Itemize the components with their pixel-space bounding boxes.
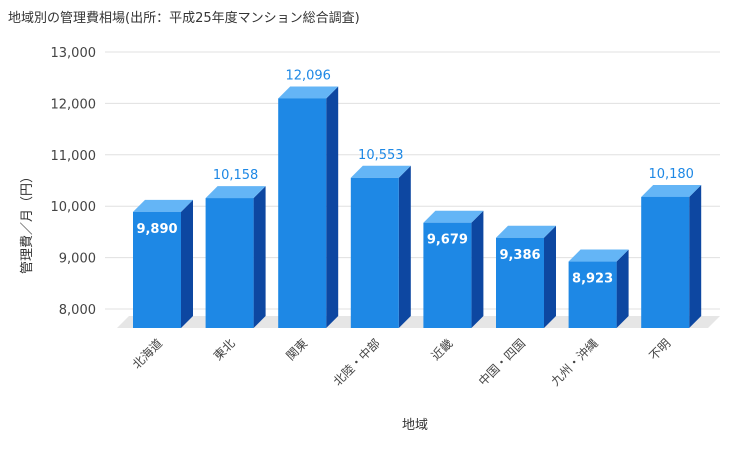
x-tick-label: 中国・四国 [475,336,528,389]
bar-side [398,165,411,328]
chart-title: 地域別の管理費相場(出所：平成25年度マンション総合調査) [8,11,360,26]
x-tick-label: 北海道 [129,336,165,372]
y-tick-label: 10,000 [51,200,97,215]
bar-side [471,210,484,328]
bar [205,198,254,328]
bar [423,222,472,328]
bar [350,177,399,328]
data-label: 9,679 [427,233,468,248]
data-label: 10,180 [648,167,694,182]
data-label: 9,890 [136,222,177,237]
x-axis-title: 地域 [402,418,428,433]
bar-top [278,86,339,99]
bar-top [496,225,556,238]
bar-top [350,165,411,178]
y-tick-label: 12,000 [51,97,97,112]
bar-top [133,199,193,212]
bar [133,211,181,328]
y-tick-label: 9,000 [59,252,96,267]
y-axis-title: 管理費／月（円） [20,170,35,274]
bar [568,261,617,328]
bar-top [205,186,266,199]
bar-top [423,210,484,223]
bar-side [689,184,702,328]
bar [496,237,544,328]
bar [278,98,327,328]
bar-side [253,186,266,328]
y-tick-label: 8,000 [59,303,96,318]
x-tick-label: 関東 [283,336,310,363]
bar-top [568,249,629,262]
bar-side [326,86,339,328]
data-label: 8,923 [572,272,613,287]
data-label: 9,386 [499,248,540,263]
x-tick-label: 不明 [646,336,673,363]
bar-side [616,249,629,328]
x-tick-label: 近畿 [429,336,456,363]
bar [641,196,690,328]
bar-side [544,225,556,328]
x-tick-label: 東北 [211,336,238,363]
y-tick-label: 11,000 [51,149,97,164]
data-label: 12,096 [285,68,331,83]
bar-top [641,184,702,197]
data-label: 10,158 [213,168,259,183]
data-label: 10,553 [358,148,404,163]
y-tick-label: 13,000 [51,46,97,61]
bar-side [181,199,193,328]
x-tick-label: 九州・沖縄 [548,336,601,389]
x-tick-label: 北陸・中部 [330,336,383,389]
